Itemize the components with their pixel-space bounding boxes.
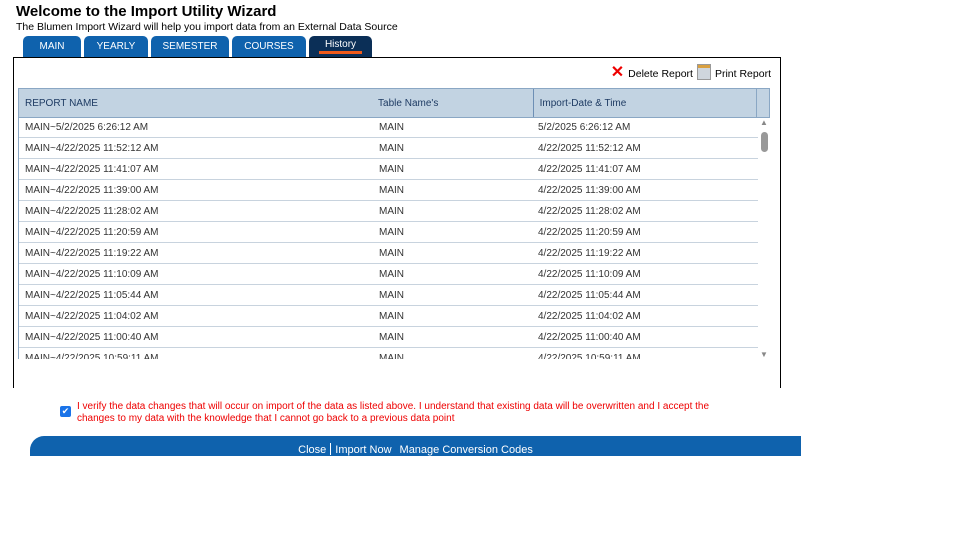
table-name-cell: MAIN: [379, 184, 404, 196]
column-header-report-name[interactable]: REPORT NAME: [25, 97, 98, 109]
import-date-cell: 4/22/2025 11:19:22 AM: [538, 247, 641, 259]
table-name-cell: MAIN: [379, 121, 404, 133]
print-icon[interactable]: [696, 64, 711, 80]
import-date-cell: 4/22/2025 11:39:00 AM: [538, 184, 641, 196]
report-name-cell: MAIN~4/22/2025 11:19:22 AM: [25, 247, 159, 259]
import-date-cell: 4/22/2025 11:28:02 AM: [538, 205, 641, 217]
tab-yearly[interactable]: YEARLY: [84, 36, 148, 57]
import-date-cell: 4/22/2025 11:20:59 AM: [538, 226, 641, 238]
column-header-table-name[interactable]: Table Name's: [378, 97, 439, 109]
import-date-cell: 4/22/2025 11:04:02 AM: [538, 310, 641, 322]
delete-report-button[interactable]: Delete Report: [628, 68, 693, 80]
import-date-cell: 5/2/2025 6:26:12 AM: [538, 121, 631, 133]
report-name-cell: MAIN~4/22/2025 11:39:00 AM: [25, 184, 159, 196]
tab-label: COURSES: [244, 41, 294, 52]
tab-history[interactable]: History: [309, 36, 372, 57]
table-row[interactable]: MAIN~5/2/2025 6:26:12 AM MAIN 5/2/2025 6:2…: [19, 117, 758, 138]
verify-checkbox[interactable]: ✔: [60, 406, 71, 417]
table-row[interactable]: MAIN~4/22/2025 11:20:59 AM MAIN 4/22/2025 …: [19, 222, 758, 243]
table-name-cell: MAIN: [379, 352, 404, 360]
tab-label: History: [318, 39, 363, 54]
table-name-cell: MAIN: [379, 205, 404, 217]
table-row[interactable]: MAIN~4/22/2025 11:05:44 AM MAIN 4/22/2025 …: [19, 285, 758, 306]
tab-courses[interactable]: COURSES: [232, 36, 306, 57]
report-name-cell: MAIN~4/22/2025 11:20:59 AM: [25, 226, 159, 238]
table-row[interactable]: MAIN~4/22/2025 11:19:22 AM MAIN 4/22/2025 …: [19, 243, 758, 264]
report-name-cell: MAIN~4/22/2025 11:41:07 AM: [25, 163, 159, 175]
table-row[interactable]: MAIN~4/22/2025 11:52:12 AM MAIN 4/22/2025 …: [19, 138, 758, 159]
footer-bar: Close Import Now Manage Conversion Codes: [30, 436, 801, 456]
table-name-cell: MAIN: [379, 247, 404, 259]
vertical-scrollbar[interactable]: ▲ ▼: [758, 117, 770, 359]
table-row[interactable]: MAIN~4/22/2025 11:10:09 AM MAIN 4/22/2025 …: [19, 264, 758, 285]
report-name-cell: MAIN~4/22/2025 10:59:11 AM: [25, 352, 159, 360]
close-button[interactable]: Close: [298, 444, 327, 456]
table-name-cell: MAIN: [379, 268, 404, 280]
table-row[interactable]: MAIN~4/22/2025 10:59:11 AM MAIN 4/22/2025 …: [19, 348, 758, 360]
tab-label: YEARLY: [96, 41, 136, 52]
history-panel: ✕ Delete Report Print Report REPORT NAME…: [13, 57, 781, 388]
delete-icon[interactable]: ✕: [610, 64, 625, 81]
report-name-cell: MAIN~4/22/2025 11:04:02 AM: [25, 310, 159, 322]
verify-text: I verify the data changes that will occu…: [77, 401, 710, 424]
table-name-cell: MAIN: [379, 226, 404, 238]
table-name-cell: MAIN: [379, 142, 404, 154]
table-name-cell: MAIN: [379, 310, 404, 322]
tab-semester[interactable]: SEMESTER: [151, 36, 229, 57]
table-name-cell: MAIN: [379, 331, 404, 343]
table-row[interactable]: MAIN~4/22/2025 11:39:00 AM MAIN 4/22/2025 …: [19, 180, 758, 201]
table-header: REPORT NAME Table Name's Import-Date & T…: [18, 88, 770, 118]
verify-section: ✔ I verify the data changes that will oc…: [60, 401, 730, 425]
report-name-cell: MAIN~4/22/2025 11:52:12 AM: [25, 142, 159, 154]
import-date-cell: 4/22/2025 11:05:44 AM: [538, 289, 641, 301]
table-body: MAIN~5/2/2025 6:26:12 AM MAIN 5/2/2025 6:2…: [18, 117, 758, 359]
column-header-import-date[interactable]: Import-Date & Time: [532, 89, 756, 117]
import-date-cell: 4/22/2025 11:00:40 AM: [538, 331, 641, 343]
header-spacer: [756, 89, 769, 117]
table-row[interactable]: MAIN~4/22/2025 11:28:02 AM MAIN 4/22/2025 …: [19, 201, 758, 222]
manage-conversion-codes-button[interactable]: Manage Conversion Codes: [399, 444, 533, 456]
report-name-cell: MAIN~5/2/2025 6:26:12 AM: [25, 121, 149, 133]
tab-bar: MAIN YEARLY SEMESTER COURSES History: [23, 36, 372, 57]
scroll-thumb[interactable]: [761, 132, 768, 152]
divider: [330, 443, 332, 455]
import-date-cell: 4/22/2025 11:10:09 AM: [538, 268, 641, 280]
import-date-cell: 4/22/2025 10:59:11 AM: [538, 352, 641, 360]
report-name-cell: MAIN~4/22/2025 11:00:40 AM: [25, 331, 159, 343]
report-name-cell: MAIN~4/22/2025 11:10:09 AM: [25, 268, 159, 280]
table-row[interactable]: MAIN~4/22/2025 11:41:07 AM MAIN 4/22/2025 …: [19, 159, 758, 180]
print-report-button[interactable]: Print Report: [714, 68, 771, 80]
tab-label: MAIN: [39, 41, 65, 52]
tab-label: SEMESTER: [162, 41, 218, 52]
report-name-cell: MAIN~4/22/2025 11:28:02 AM: [25, 205, 159, 217]
page-subtitle: The Blumen Import Wizard will help you i…: [16, 21, 398, 33]
tab-main[interactable]: MAIN: [23, 36, 81, 57]
scroll-down-icon[interactable]: ▼: [760, 350, 768, 359]
report-actions: ✕ Delete Report Print Report: [610, 64, 771, 81]
import-now-button[interactable]: Import Now: [335, 444, 392, 456]
table-row[interactable]: MAIN~4/22/2025 11:00:40 AM MAIN 4/22/2025 …: [19, 327, 758, 348]
page-title: Welcome to the Import Utility Wizard: [16, 3, 277, 20]
table-row[interactable]: MAIN~4/22/2025 11:04:02 AM MAIN 4/22/2025 …: [19, 306, 758, 327]
table-name-cell: MAIN: [379, 163, 404, 175]
table-name-cell: MAIN: [379, 289, 404, 301]
import-date-cell: 4/22/2025 11:52:12 AM: [538, 142, 641, 154]
report-name-cell: MAIN~4/22/2025 11:05:44 AM: [25, 289, 159, 301]
history-table: REPORT NAME Table Name's Import-Date & T…: [18, 88, 770, 359]
scroll-up-icon[interactable]: ▲: [760, 118, 768, 127]
import-date-cell: 4/22/2025 11:41:07 AM: [538, 163, 641, 175]
